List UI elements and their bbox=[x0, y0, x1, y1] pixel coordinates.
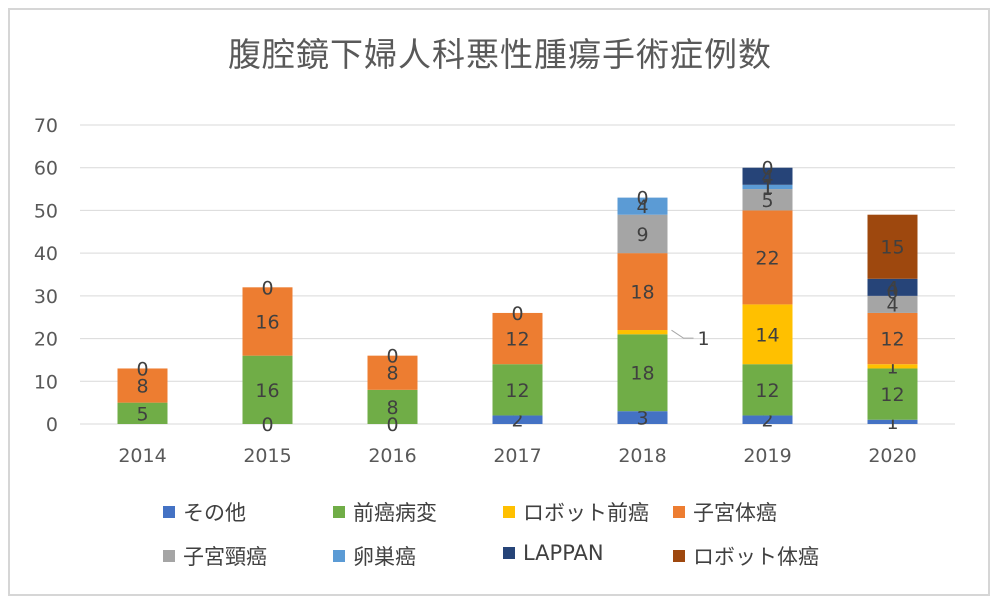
bar-segment bbox=[367, 389, 418, 424]
bar-segment bbox=[742, 184, 793, 190]
data-label: 0 bbox=[136, 358, 148, 380]
bar-segment bbox=[742, 189, 793, 211]
chart-frame bbox=[8, 8, 990, 596]
data-label: 18 bbox=[630, 282, 654, 304]
data-label: 8 bbox=[386, 397, 398, 419]
y-tick-label: 60 bbox=[34, 158, 58, 180]
bar-segment bbox=[617, 214, 668, 254]
callout-leader-line bbox=[671, 329, 694, 339]
data-label: 12 bbox=[880, 384, 904, 406]
data-label: 4 bbox=[761, 166, 773, 188]
bar-segment bbox=[617, 197, 668, 215]
bar-segment bbox=[742, 304, 793, 365]
x-tick-label: 2014 bbox=[118, 445, 166, 467]
bar-segment bbox=[117, 368, 168, 403]
data-label: 12 bbox=[505, 329, 529, 351]
y-tick-label: 0 bbox=[46, 414, 58, 436]
x-tick-label: 2018 bbox=[618, 445, 666, 467]
bar-segment bbox=[742, 167, 793, 185]
data-label: 8 bbox=[136, 376, 148, 398]
bar-segment bbox=[242, 355, 293, 424]
bar-segment bbox=[867, 364, 918, 369]
data-label: 0 bbox=[386, 414, 398, 436]
data-label: 5 bbox=[136, 403, 148, 425]
data-label: 14 bbox=[755, 324, 779, 346]
bar-segment bbox=[742, 415, 793, 424]
y-tick-label: 30 bbox=[34, 286, 58, 308]
bar-segment bbox=[492, 312, 543, 365]
bar-segment bbox=[867, 368, 918, 420]
data-label: 16 bbox=[255, 311, 279, 333]
data-label: 4 bbox=[886, 277, 898, 299]
data-label: 1 bbox=[698, 328, 710, 350]
y-tick-label: 20 bbox=[34, 329, 58, 351]
data-label: 18 bbox=[630, 363, 654, 385]
data-label: 0 bbox=[261, 277, 273, 299]
y-tick-label: 40 bbox=[34, 243, 58, 265]
data-label: 12 bbox=[505, 380, 529, 402]
bar-segment bbox=[617, 334, 668, 412]
data-label: 4 bbox=[886, 294, 898, 316]
x-tick-label: 2020 bbox=[868, 445, 916, 467]
bar-segment bbox=[117, 402, 168, 424]
bar-segment bbox=[867, 419, 918, 424]
data-label: 1 bbox=[761, 177, 773, 199]
bar-segment bbox=[867, 312, 918, 365]
bar-segment bbox=[867, 214, 918, 279]
data-label: 8 bbox=[386, 363, 398, 385]
data-label: 4 bbox=[636, 196, 648, 218]
bar-segment bbox=[617, 253, 668, 331]
x-tick-label: 2016 bbox=[368, 445, 416, 467]
bar-segment bbox=[242, 287, 293, 356]
data-label: 0 bbox=[261, 414, 273, 436]
data-label: 0 bbox=[886, 282, 898, 304]
y-tick-label: 50 bbox=[34, 200, 58, 222]
data-label: 12 bbox=[880, 329, 904, 351]
bar-segment bbox=[492, 415, 543, 424]
data-label: 3 bbox=[636, 408, 648, 430]
bar-segment bbox=[742, 210, 793, 305]
bar-segment bbox=[617, 411, 668, 424]
y-tick-label: 70 bbox=[34, 115, 58, 137]
data-label: 9 bbox=[636, 224, 648, 246]
data-label: 0 bbox=[636, 188, 648, 210]
bar-segment bbox=[492, 364, 543, 416]
bar-segment bbox=[867, 278, 918, 296]
x-tick-label: 2015 bbox=[243, 445, 291, 467]
data-label: 22 bbox=[755, 247, 779, 269]
y-tick-label: 10 bbox=[34, 371, 58, 393]
data-label: 15 bbox=[880, 237, 904, 259]
x-tick-label: 2019 bbox=[743, 445, 791, 467]
data-label: 5 bbox=[761, 190, 773, 212]
data-label: 12 bbox=[755, 380, 779, 402]
bar-segment bbox=[742, 364, 793, 416]
bar-segment bbox=[617, 330, 668, 335]
data-label: 0 bbox=[386, 346, 398, 368]
bar-segment bbox=[367, 355, 418, 390]
x-tick-label: 2017 bbox=[493, 445, 541, 467]
chart-title: 腹腔鏡下婦人科悪性腫瘍手術症例数 bbox=[228, 35, 772, 74]
data-label: 0 bbox=[511, 303, 523, 325]
data-label: 16 bbox=[255, 380, 279, 402]
bar-segment bbox=[867, 295, 918, 313]
data-label: 0 bbox=[761, 158, 773, 180]
